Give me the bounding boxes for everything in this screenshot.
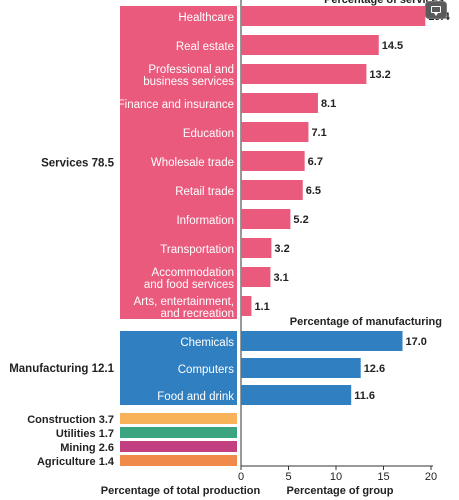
services-category-label-professional-and-business-services: business services (143, 76, 234, 88)
manufacturing-value-label-food-and-drink: 11.6 (354, 390, 375, 402)
services-bar-healthcare (241, 6, 426, 26)
services-category-label-arts-entertainment-and-recreation: Arts, entertainment, (134, 296, 234, 308)
services-bar-information (241, 209, 291, 229)
x-tick-label-15: 15 (377, 471, 389, 483)
services-value-label-arts-entertainment-and-recreation: 1.1 (254, 301, 269, 313)
services-bar-wholesale-trade (241, 151, 305, 171)
services-value-label-information: 5.2 (293, 214, 308, 226)
services-bar-education (241, 122, 309, 142)
services-value-label-wholesale-trade: 6.7 (308, 156, 323, 168)
manufacturing-group-label: Manufacturing 12.1 (9, 363, 114, 375)
services-category-label-education: Education (183, 128, 234, 140)
x-tick-label-20: 20 (425, 471, 437, 483)
services-bar-retail-trade (241, 180, 303, 200)
services-group-label: Services 78.5 (41, 158, 115, 170)
manufacturing-block (120, 331, 237, 405)
services-bar-arts-entertainment-and-recreation (241, 296, 252, 316)
manufacturing-category-label-food-and-drink: Food and drink (157, 391, 234, 403)
comment-button[interactable] (425, 1, 447, 19)
services-value-label-education: 7.1 (311, 127, 326, 139)
x-tick-label-10: 10 (330, 471, 342, 483)
services-category-label-retail-trade: Retail trade (175, 186, 234, 198)
manufacturing-bar-computers (241, 358, 361, 378)
services-bar-professional-and-business-services (241, 64, 367, 84)
group-label-mining: Mining 2.6 (60, 442, 114, 454)
services-value-label-real-estate: 14.5 (382, 40, 403, 52)
services-category-label-transportation: Transportation (160, 244, 234, 256)
x-tick-label-0: 0 (238, 471, 244, 483)
services-series-title: Percentage of services (324, 0, 444, 6)
services-category-label-accommodation-and-food-services: Accommodation (152, 267, 234, 279)
left-x-axis-label: Percentage of total production (101, 485, 261, 497)
manufacturing-bar-food-and-drink (241, 385, 352, 405)
group-bar-agriculture (120, 455, 237, 466)
services-category-label-accommodation-and-food-services: and food services (144, 279, 234, 291)
services-value-label-professional-and-business-services: 13.2 (369, 69, 390, 81)
services-bar-real-estate (241, 35, 379, 55)
services-value-label-transportation: 3.2 (274, 243, 289, 255)
services-category-label-wholesale-trade: Wholesale trade (151, 157, 234, 169)
services-value-label-finance-and-insurance: 8.1 (321, 98, 336, 110)
manufacturing-category-label-computers: Computers (178, 364, 234, 376)
group-label-utilities: Utilities 1.7 (56, 428, 114, 440)
group-bar-mining (120, 441, 237, 452)
group-label-agriculture: Agriculture 1.4 (37, 456, 115, 468)
manufacturing-bar-chemicals (241, 331, 403, 351)
services-category-label-information: Information (176, 215, 234, 227)
right-x-axis-label: Percentage of group (287, 485, 394, 497)
manufacturing-value-label-computers: 12.6 (364, 363, 385, 375)
group-bar-construction (120, 413, 237, 424)
manufacturing-category-label-chemicals: Chemicals (180, 337, 234, 349)
services-value-label-accommodation-and-food-services: 3.1 (273, 272, 288, 284)
manufacturing-value-label-chemicals: 17.0 (406, 336, 427, 348)
services-category-label-real-estate: Real estate (176, 41, 234, 53)
group-bar-utilities (120, 427, 237, 438)
services-bar-accommodation-and-food-services (241, 267, 271, 287)
services-bar-finance-and-insurance (241, 93, 318, 113)
group-label-construction: Construction 3.7 (27, 414, 114, 426)
comment-icon (431, 6, 441, 16)
x-tick-label-5: 5 (285, 471, 291, 483)
manufacturing-series-title: Percentage of manufacturing (290, 316, 442, 328)
services-bar-transportation (241, 238, 272, 258)
services-value-label-retail-trade: 6.5 (306, 185, 321, 197)
services-category-label-finance-and-insurance: Finance and insurance (118, 99, 234, 111)
services-category-label-healthcare: Healthcare (178, 12, 234, 24)
services-block (120, 6, 237, 319)
services-category-label-professional-and-business-services: Professional and (148, 64, 234, 76)
services-category-label-arts-entertainment-and-recreation: and recreation (160, 308, 234, 320)
